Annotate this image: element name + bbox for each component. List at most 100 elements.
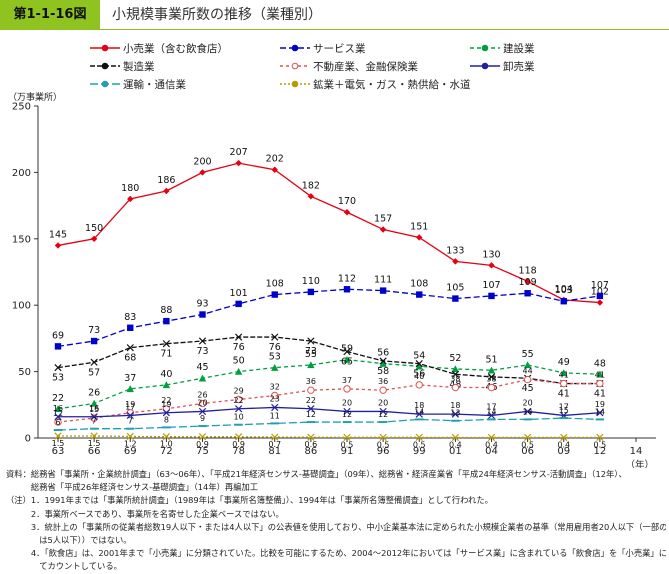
x-tick-label: 66 <box>88 446 101 457</box>
data-point <box>343 286 351 293</box>
data-label: 19 <box>595 400 605 409</box>
data-label: 110 <box>302 276 320 287</box>
data-point <box>234 367 243 375</box>
data-label: 101 <box>230 288 248 299</box>
legend-item: 鉱業＋電気・ガス・熱供給・水道 <box>280 76 471 92</box>
data-label: 17 <box>559 402 569 411</box>
data-label: 73 <box>196 346 208 357</box>
chart-legend: 小売業（含む飲食店） サービス業 建設業 製造業 不動産業、金融保険業 卸売業 運輸・通信業… <box>90 40 660 100</box>
data-label: 22 <box>234 396 244 405</box>
series-line <box>57 417 600 431</box>
note-line: 2．事業所ベースであり、事業所を名寄せした企業ベースではない。 <box>6 508 284 519</box>
y-tick-label: 100 <box>12 301 31 312</box>
data-point <box>596 379 604 388</box>
data-point <box>162 340 170 348</box>
data-point <box>307 433 315 441</box>
legend-label: サービス業 <box>313 42 366 55</box>
data-label: 112 <box>338 273 356 284</box>
data-label: 49 <box>558 357 570 368</box>
data-point <box>126 411 134 420</box>
data-point <box>487 433 496 442</box>
data-label: 145 <box>49 229 67 240</box>
data-label: 0.4 <box>557 440 570 449</box>
data-point <box>90 399 98 407</box>
legend-swatch <box>280 80 310 88</box>
data-point <box>451 410 459 418</box>
data-point <box>379 287 387 294</box>
data-point <box>162 433 170 441</box>
data-label: 22 <box>161 396 171 405</box>
data-point <box>488 262 495 269</box>
data-label: 107 <box>482 280 500 291</box>
data-label: 19 <box>125 400 135 409</box>
series-line <box>57 162 600 304</box>
y-axis-label: （万事業所） <box>8 91 62 103</box>
data-point <box>307 288 315 296</box>
data-point <box>198 407 207 416</box>
data-label: 200 <box>193 156 211 167</box>
note-line: 3．統計上の「事業所の従業者総数19人以下・または4人以下」の公表値を使用してお… <box>6 521 666 532</box>
data-point <box>54 432 62 440</box>
data-label: 118 <box>519 265 537 276</box>
data-label: 55 <box>305 349 317 360</box>
data-point <box>415 360 423 368</box>
data-point <box>487 373 496 381</box>
data-label: 83 <box>124 312 136 323</box>
data-label: 170 <box>338 196 356 207</box>
legend-swatch <box>470 44 500 52</box>
data-point <box>271 403 279 412</box>
data-label: 37 <box>124 373 136 384</box>
data-point <box>415 381 423 389</box>
data-point <box>560 298 567 305</box>
legend-label: 建設業 <box>503 42 535 55</box>
data-point <box>379 226 387 233</box>
data-label: 15 <box>559 406 569 415</box>
data-label: 103 <box>555 285 573 296</box>
data-label: 108 <box>410 279 428 290</box>
data-label: 22 <box>306 396 316 405</box>
data-label: 14 <box>523 407 533 416</box>
data-label: 0.5 <box>377 440 390 449</box>
x-tick-label: 63 <box>52 446 65 457</box>
data-point <box>379 357 387 365</box>
data-point <box>271 363 279 371</box>
data-label: 105 <box>446 283 464 294</box>
data-label: 53 <box>269 352 281 363</box>
data-label: 133 <box>446 245 464 256</box>
data-label: 14 <box>486 407 496 416</box>
legend-swatch <box>470 62 500 70</box>
data-label: 56 <box>413 369 425 380</box>
data-point <box>235 433 243 441</box>
legend-label: 小売業（含む飲食店） <box>123 42 228 55</box>
data-point <box>90 235 98 242</box>
data-label: 23 <box>270 394 280 403</box>
data-point <box>54 242 62 249</box>
note-line: 4．「飲食店」は、2001年まで「小売業」に分類されていた。比較を可能にするため… <box>6 548 666 559</box>
series-line <box>57 358 600 410</box>
note-line: （注）1．1991年までは「事業所統計調査」（1989年は「事業所名簿整備」）、… <box>6 495 493 506</box>
data-point <box>307 193 315 200</box>
data-label: 20 <box>197 398 207 407</box>
data-label: 150 <box>85 223 103 234</box>
data-point <box>488 292 495 300</box>
data-label: 45 <box>196 362 208 373</box>
data-point <box>90 413 98 421</box>
legend-swatch <box>280 62 310 70</box>
data-point <box>162 409 170 417</box>
legend-swatch <box>280 44 310 52</box>
y-tick-label: 150 <box>12 234 31 245</box>
data-label: 38 <box>450 375 460 384</box>
legend-item: 小売業（含む飲食店） <box>90 40 228 56</box>
data-point <box>343 355 351 363</box>
data-label: 17 <box>486 402 496 411</box>
legend-item: 卸売業 <box>470 58 535 74</box>
data-point <box>343 209 351 216</box>
series-line <box>57 378 600 423</box>
series-line <box>58 435 600 439</box>
data-label: 18 <box>450 401 460 410</box>
data-label: 7 <box>92 417 97 426</box>
data-point <box>415 362 423 370</box>
data-label: 58 <box>377 366 389 377</box>
legend-label: 卸売業 <box>503 60 535 73</box>
data-label: 111 <box>374 275 392 286</box>
